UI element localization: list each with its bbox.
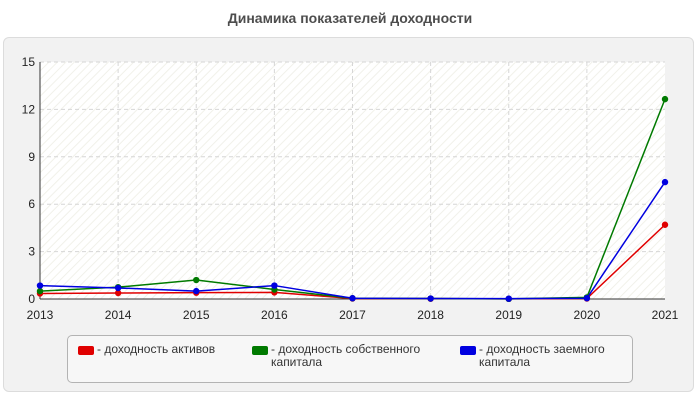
data-point-debt <box>583 295 591 302</box>
x-tick-label: 2014 <box>105 308 132 322</box>
x-tick-label: 2013 <box>27 308 54 322</box>
legend-swatch-assets <box>78 346 94 355</box>
y-tick-label: 3 <box>28 245 35 259</box>
legend-swatch-debt <box>460 346 476 355</box>
x-tick-label: 2018 <box>417 308 444 322</box>
legend-label-debt: - доходность заемного капитала <box>479 342 605 369</box>
x-tick-label: 2015 <box>183 308 210 322</box>
y-tick-label: 0 <box>28 292 35 306</box>
data-point-assets <box>661 221 669 228</box>
legend-label-assets: - доходность активов <box>97 342 216 356</box>
legend-label-equity: - доходность собственного капитала <box>271 342 421 369</box>
data-point-equity <box>36 287 44 295</box>
legend-item-equity: - доходность собственного капитала <box>252 343 442 369</box>
legend-item-debt: - доходность заемного капитала <box>460 343 630 369</box>
data-point-debt <box>114 284 122 292</box>
y-tick-label: 12 <box>22 102 36 116</box>
data-point-debt <box>36 282 44 289</box>
legend-swatch-equity <box>252 346 268 355</box>
data-point-debt <box>193 287 200 295</box>
legend-item-assets: - доходность активов <box>78 343 258 356</box>
x-tick-label: 2021 <box>652 308 679 322</box>
y-tick-label: 15 <box>22 55 36 69</box>
x-tick-label: 2016 <box>261 308 288 322</box>
x-tick-label: 2020 <box>574 308 601 322</box>
x-tick-label: 2019 <box>495 308 522 322</box>
data-point-debt <box>271 282 278 289</box>
data-point-equity <box>661 95 669 103</box>
data-point-equity <box>193 276 200 284</box>
x-tick-label: 2017 <box>339 308 366 322</box>
data-point-debt <box>427 295 434 302</box>
chart-title: Динамика показателей доходности <box>227 10 473 26</box>
legend: - доходность активов - доходность собств… <box>67 335 633 383</box>
data-point-assets <box>114 289 122 297</box>
y-tick-label: 6 <box>28 197 35 211</box>
y-tick-label: 9 <box>28 150 35 164</box>
data-point-debt <box>349 295 356 302</box>
data-point-debt <box>661 178 669 186</box>
data-point-debt <box>505 295 512 302</box>
